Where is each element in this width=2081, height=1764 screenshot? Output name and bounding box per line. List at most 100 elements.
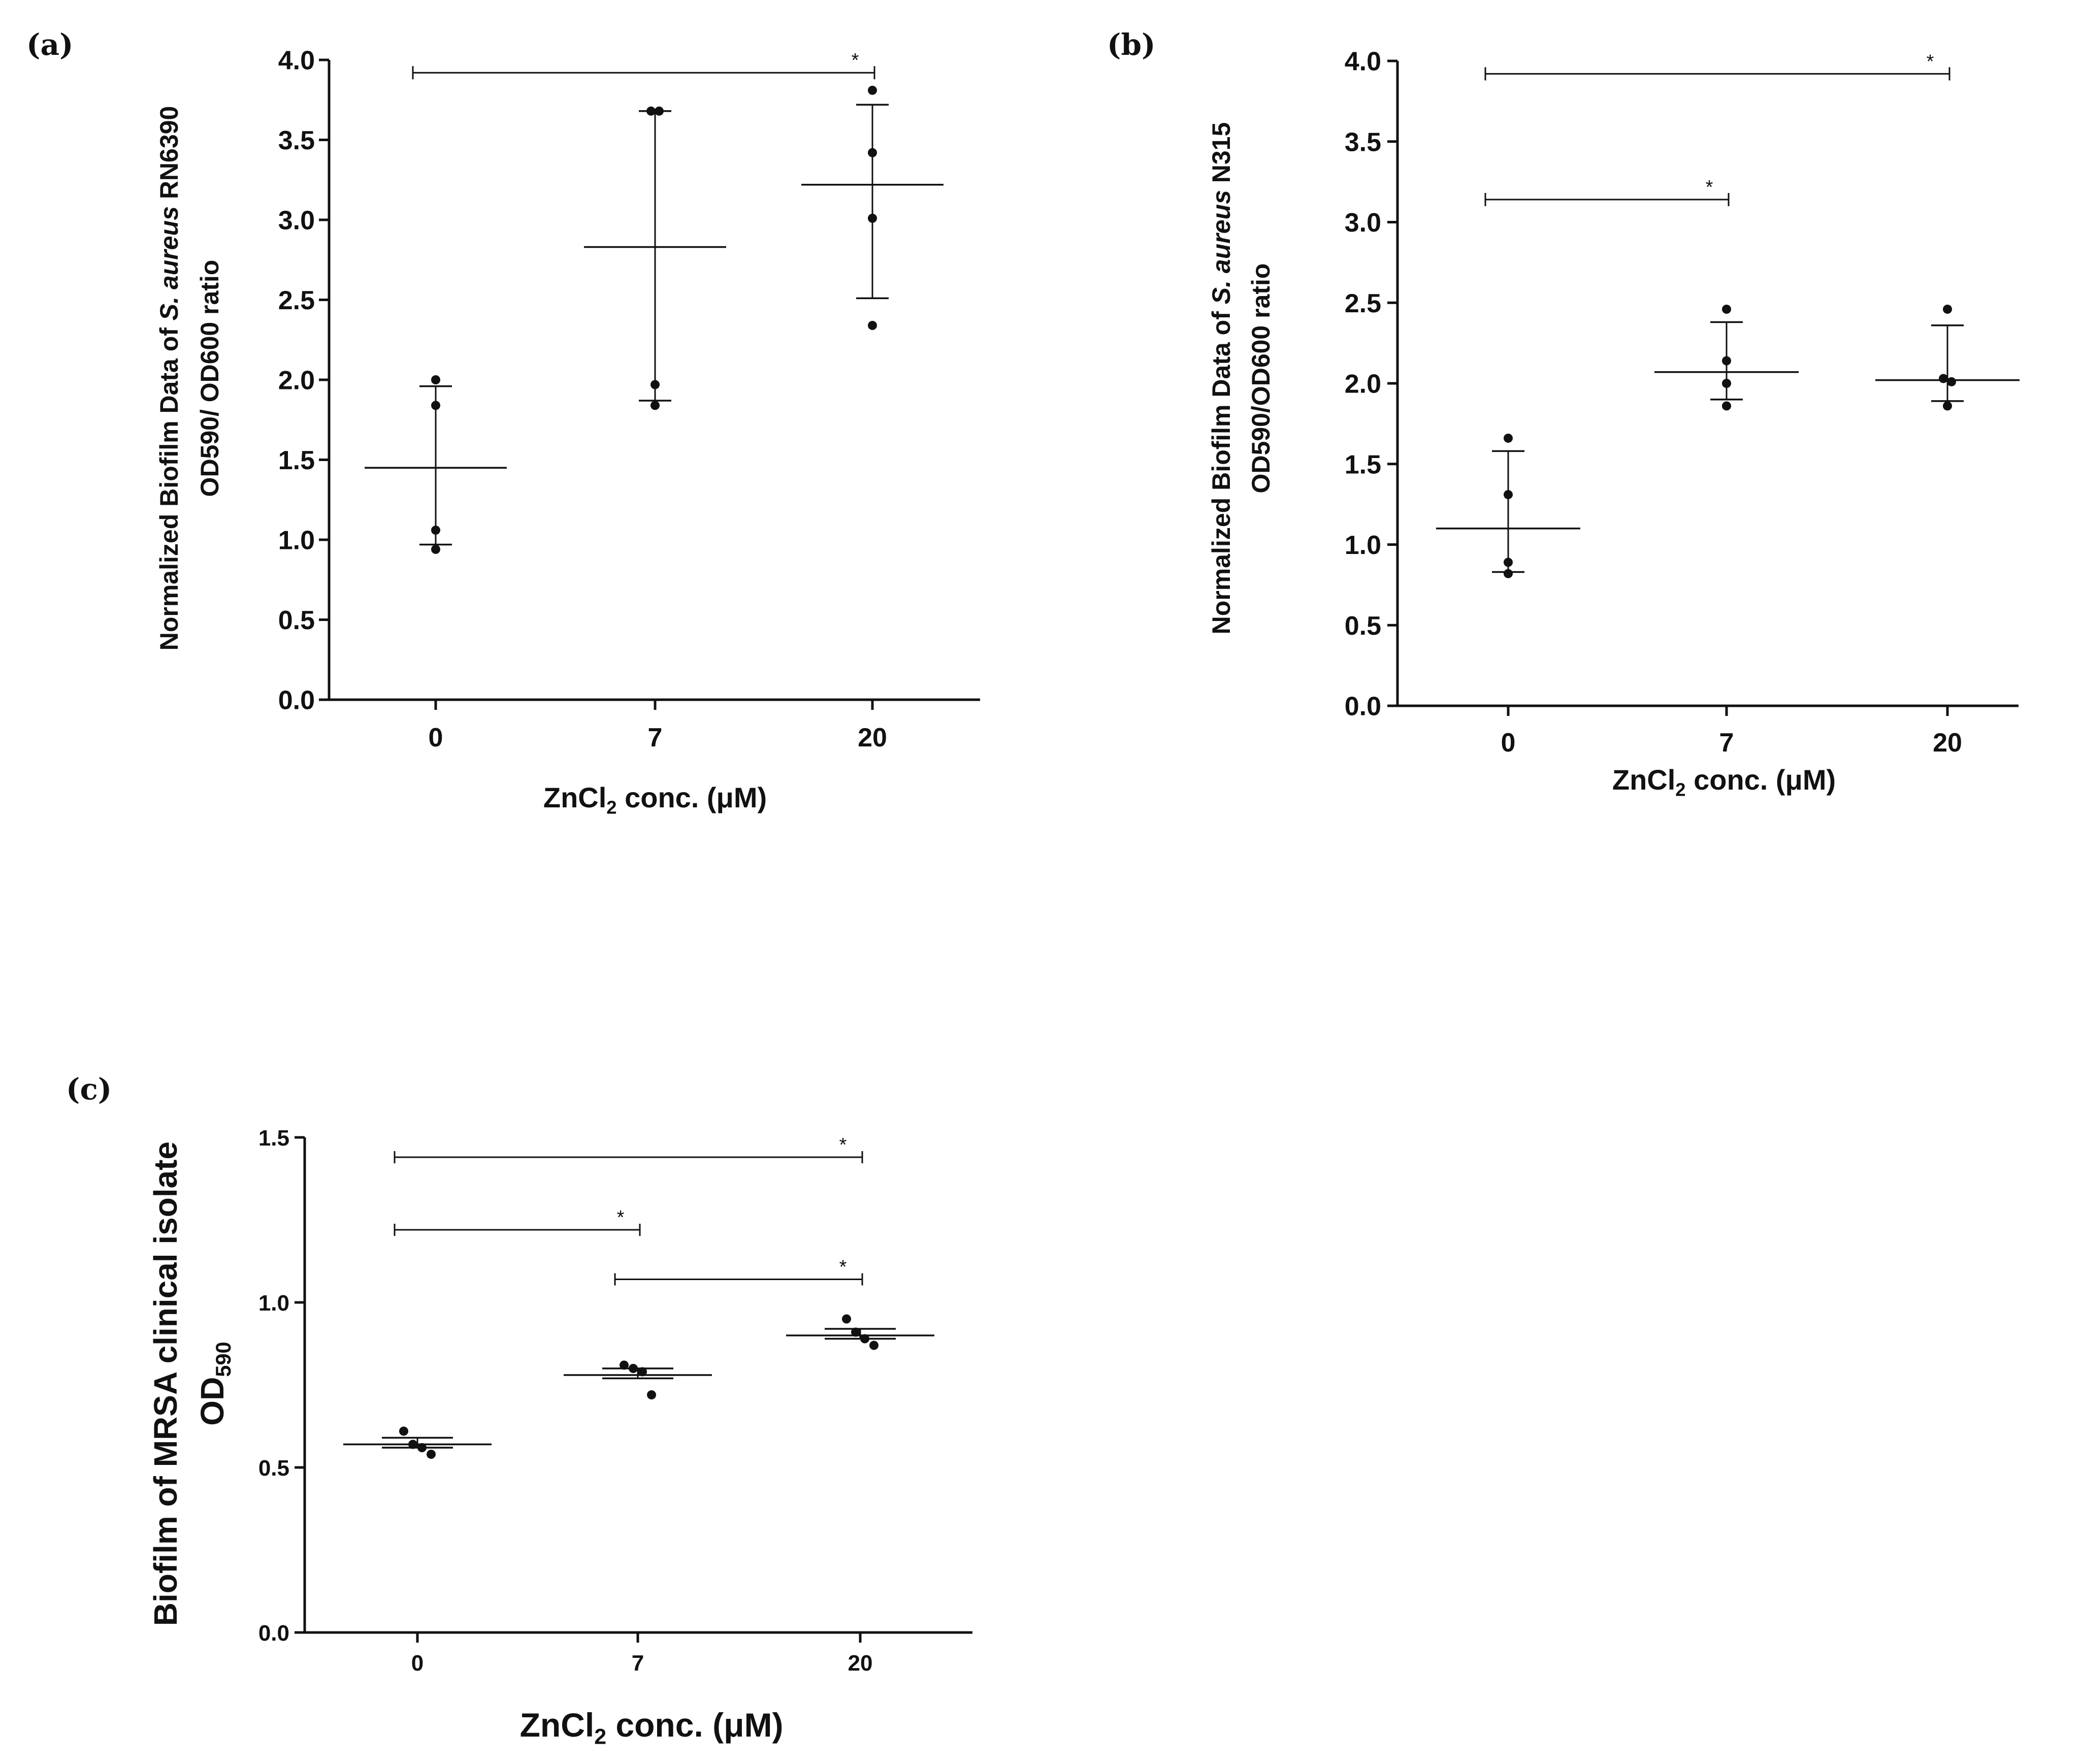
data-point (1504, 569, 1513, 578)
data-point (427, 1450, 436, 1459)
y-tick-label: 3.5 (1345, 127, 1381, 157)
y-axis-title-line2: OD590/OD600 ratio (1247, 264, 1275, 494)
significance-star: * (852, 50, 859, 71)
y-title-main: OD (194, 1377, 231, 1426)
y-tick-label: 0.0 (278, 686, 315, 715)
y-title-prefix: Normalized Biofilm Data of (155, 320, 183, 650)
panel-b: (b) 0.0 0.5 1.0 1.5 2.0 2.5 3.0 3.5 4.0 0 7 20 * * ZnCl… (1107, 27, 2020, 800)
x-tick-label: 0 (1501, 728, 1516, 758)
y-tick-label: 0.0 (258, 1621, 289, 1646)
x-title-subscript: 2 (606, 797, 616, 818)
y-tick-label: 2.0 (278, 366, 315, 396)
data-point (1504, 433, 1513, 443)
data-point (620, 1360, 629, 1370)
y-axis-title-line1: Normalized Biofilm Data of S. aureus RN6… (155, 106, 183, 651)
x-tick-label: 7 (632, 1651, 644, 1676)
x-tick-label: 20 (848, 1651, 873, 1676)
y-tick-label: 2.5 (1345, 289, 1381, 318)
y-title-italic: S. aureus (1207, 190, 1235, 304)
data-point (842, 1314, 851, 1324)
y-tick-label: 1.5 (1345, 450, 1381, 479)
group-7 (1654, 304, 1799, 411)
x-title-main: ZnCl (543, 781, 606, 813)
y-axis-title-line2: OD590/ OD600 ratio (196, 260, 224, 497)
y-title-italic: S. aureus (155, 206, 183, 320)
data-point (431, 544, 440, 554)
group-20 (786, 1314, 934, 1350)
data-point (399, 1426, 408, 1436)
significance-bracket: * (394, 1134, 863, 1163)
x-title-main: ZnCl (1612, 764, 1675, 796)
x-axis-title: ZnCl2 conc. (μM) (520, 1706, 784, 1749)
x-title-subscript: 2 (594, 1725, 606, 1749)
data-point (1943, 304, 1952, 314)
data-point (1504, 558, 1513, 567)
data-point (638, 1367, 647, 1377)
x-tick-label: 0 (411, 1651, 424, 1676)
group-0 (365, 375, 507, 554)
significance-star: * (617, 1207, 625, 1228)
data-point (868, 320, 877, 330)
x-tick-label: 20 (1933, 728, 1962, 758)
significance-star: * (839, 1134, 847, 1156)
y-tick-label: 1.0 (1345, 531, 1381, 560)
x-axis-title: ZnCl2 conc. (μM) (543, 781, 767, 818)
data-point (1722, 304, 1731, 314)
data-point (869, 1341, 879, 1350)
x-tick-label: 20 (858, 723, 887, 753)
y-axis-title-line1: Normalized Biofilm Data of S. aureus N31… (1207, 122, 1235, 635)
y-tick-label: 2.0 (1345, 370, 1381, 399)
y-axis-title-line1: Biofilm of MRSA clinical isolate (147, 1141, 184, 1626)
panel-letter: (b) (1107, 27, 1155, 62)
y-tick-label: 1.0 (258, 1291, 289, 1316)
data-point (431, 375, 440, 384)
significance-bracket: * (614, 1257, 863, 1286)
y-title-subscript: 590 (211, 1342, 235, 1377)
significance-bracket: * (394, 1207, 641, 1236)
data-point (1943, 401, 1952, 411)
y-axis-title-line2: OD590 (194, 1342, 235, 1425)
x-axis-title: ZnCl2 conc. (μM) (1612, 764, 1836, 800)
y-tick-label: 3.0 (278, 206, 315, 236)
data-point (647, 1390, 656, 1399)
data-point (1504, 490, 1513, 500)
y-tick-label: 3.0 (1345, 208, 1381, 238)
significance-bracket: * (412, 50, 875, 80)
data-point (1939, 374, 1948, 383)
group-20 (801, 85, 944, 330)
significance-bracket: * (1484, 51, 1950, 81)
data-point (431, 401, 440, 410)
x-title-subscript: 2 (1675, 779, 1685, 800)
y-tick-label: 0.5 (1345, 611, 1381, 641)
group-0 (1436, 433, 1580, 578)
data-point (868, 85, 877, 95)
data-point (851, 1327, 860, 1337)
group-7 (584, 106, 726, 410)
y-tick-label: 0.5 (258, 1456, 289, 1481)
y-title-suffix: RN6390 (155, 106, 183, 206)
data-point (1722, 401, 1731, 411)
data-point (651, 401, 660, 410)
y-tick-label: 0.5 (278, 606, 315, 635)
group-20 (1875, 304, 2020, 411)
data-point (629, 1364, 638, 1373)
panel-letter: (c) (66, 1072, 112, 1106)
x-tick-label: 7 (1719, 728, 1734, 758)
significance-star: * (1706, 177, 1713, 198)
x-title-rest: conc. (μM) (617, 781, 767, 813)
y-tick-label: 4.0 (1345, 47, 1381, 77)
data-point (431, 526, 440, 535)
data-point (868, 213, 877, 223)
y-tick-label: 1.5 (278, 446, 315, 475)
x-tick-label: 0 (429, 723, 443, 753)
panel-letter: (a) (26, 27, 73, 62)
data-point (1722, 356, 1731, 366)
data-point (860, 1334, 869, 1344)
data-point (408, 1440, 417, 1449)
y-tick-label: 0.0 (1345, 692, 1381, 722)
y-tick-label: 4.0 (278, 46, 315, 76)
y-tick-label: 2.5 (278, 286, 315, 315)
x-title-rest: conc. (μM) (606, 1706, 783, 1744)
panel-a: (a) 0.0 0.5 1.0 1.5 2.0 2.5 3.0 3.5 4.0 0 7 20 * ZnCl2… (26, 27, 980, 818)
